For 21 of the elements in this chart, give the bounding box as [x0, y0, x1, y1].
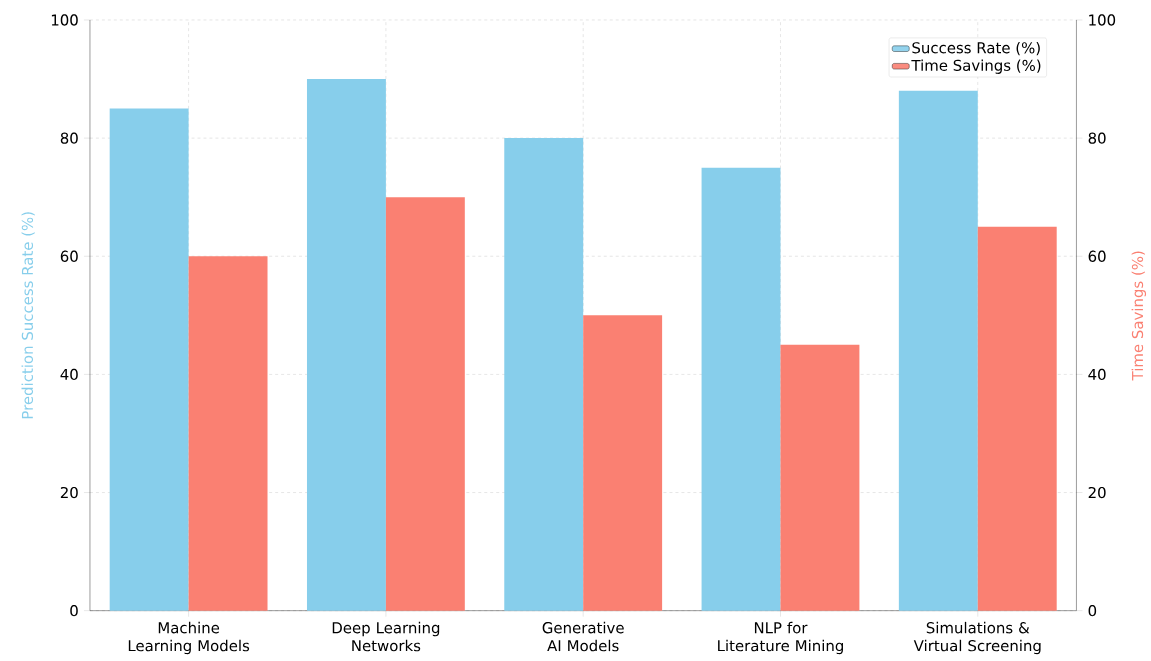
x-tick-label: Simulations & Virtual Screening	[913, 622, 1041, 655]
y2-tick-label: 60	[1088, 250, 1106, 263]
x-tick-label: NLP for Literature Mining	[718, 622, 843, 655]
x-tick-label: Deep Learning Networks	[332, 622, 440, 652]
y-tick-label: 0	[70, 605, 78, 617]
y-tick-label: 20	[60, 487, 78, 499]
y2-tick-label: 100	[1089, 14, 1116, 26]
x-tick-label: Machine Learning Models	[128, 622, 250, 655]
y2-tick-label: 0	[1088, 605, 1097, 617]
legend-label: Time Savings (%)	[911, 59, 1041, 75]
legend-label: Success Rate (%)	[912, 42, 1040, 56]
y-axis-title: Prediction Success Rate (%)	[21, 212, 35, 419]
y2-tick-label: 80	[1088, 132, 1106, 144]
y2-tick-label: 20	[1088, 487, 1106, 499]
y-tick-label: 80	[60, 132, 78, 144]
y2-tick-label: 40	[1088, 368, 1106, 381]
y-tick-label: 40	[60, 368, 78, 381]
y2-axis-title: Time Savings (%)	[1131, 251, 1147, 381]
y-tick-label: 60	[60, 250, 78, 263]
y-tick-label: 100	[51, 14, 78, 26]
x-tick-label: Generative AI Models	[542, 622, 624, 652]
